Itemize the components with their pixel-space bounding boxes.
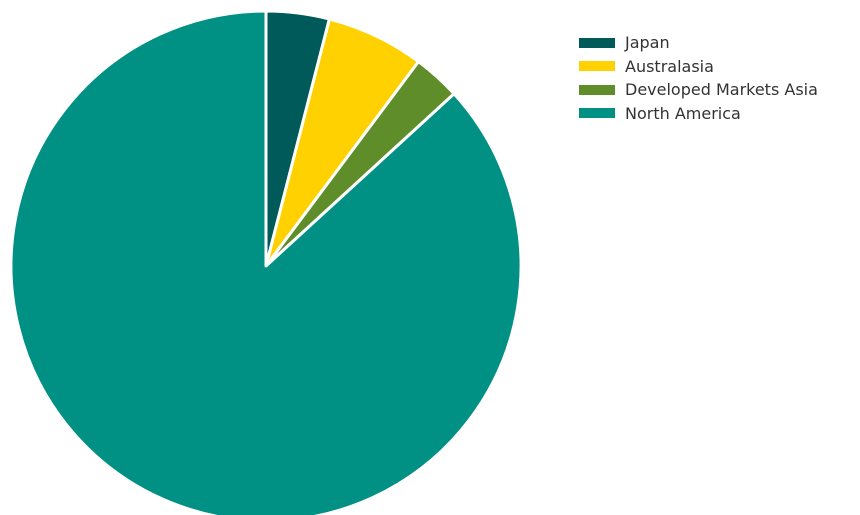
legend-swatch-developed-markets-asia bbox=[579, 84, 615, 95]
legend-item-australasia[interactable]: Australasia bbox=[579, 55, 818, 79]
legend-label-japan: Japan bbox=[625, 33, 670, 53]
legend-label-north-america: North America bbox=[625, 103, 741, 123]
pie-chart bbox=[9, 9, 523, 515]
legend-label-australasia: Australasia bbox=[625, 56, 714, 76]
legend-item-north-america[interactable]: North America bbox=[579, 102, 818, 126]
legend-swatch-japan bbox=[579, 37, 615, 48]
legend-item-developed-markets-asia[interactable]: Developed Markets Asia bbox=[579, 78, 818, 102]
chart-legend: Japan Australasia Developed Markets Asia… bbox=[579, 31, 818, 125]
pie-slice-north-america[interactable] bbox=[9, 9, 523, 515]
legend-swatch-australasia bbox=[579, 61, 615, 72]
legend-label-developed-markets-asia: Developed Markets Asia bbox=[625, 80, 818, 100]
legend-swatch-north-america bbox=[579, 108, 615, 119]
legend-item-japan[interactable]: Japan bbox=[579, 31, 818, 55]
